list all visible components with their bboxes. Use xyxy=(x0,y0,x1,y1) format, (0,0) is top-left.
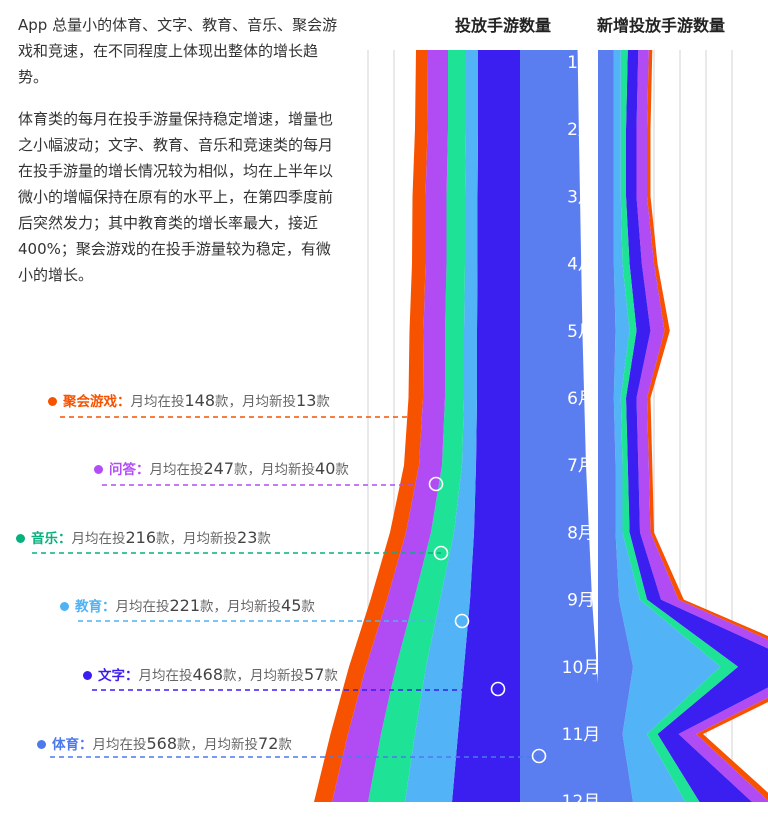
annotation-new-unit: 款 xyxy=(301,599,315,615)
month-label-11: 11月 xyxy=(562,725,601,745)
month-label-3: 3月 xyxy=(567,187,595,207)
month-label-2: 2月 xyxy=(567,120,595,140)
annotation-new-label: 月均新投 xyxy=(261,462,316,478)
annotation-active-unit: 款， xyxy=(223,668,251,684)
header-active-count: 投放手游数量 xyxy=(455,16,552,35)
month-label-5: 5月 xyxy=(567,322,595,342)
annotation-active-label: 月均在投 xyxy=(130,394,185,410)
annotation-new-unit: 款 xyxy=(324,668,338,684)
annotation-active-value: 247 xyxy=(203,459,235,478)
annotation-new-value: 57 xyxy=(304,665,325,684)
annotation-new-label: 月均新投 xyxy=(242,394,297,410)
active-area-聚会游戏 xyxy=(314,50,428,802)
new-area-体育 xyxy=(598,50,633,802)
annotation-new-label: 月均新投 xyxy=(183,531,238,547)
annotation-dot xyxy=(94,465,103,474)
month-label-1: 1月 xyxy=(567,53,595,73)
annotation-dot xyxy=(16,534,25,543)
annotation-new-unit: 款 xyxy=(257,531,271,547)
annotation-5: 体育：月均在投568款，月均新投72款 xyxy=(37,734,292,754)
annotation-0: 聚会游戏：月均在投148款，月均新投13款 xyxy=(48,391,330,411)
annotation-marker-4 xyxy=(490,681,506,697)
annotation-dot xyxy=(60,602,69,611)
active-area-教育 xyxy=(405,50,478,802)
annotation-3: 教育：月均在投221款，月均新投45款 xyxy=(60,596,315,616)
annotation-name: 音乐： xyxy=(31,531,72,547)
annotation-new-unit: 款 xyxy=(278,737,292,753)
annotation-dot xyxy=(48,397,57,406)
annotation-new-value: 40 xyxy=(315,459,336,478)
annotation-marker-5 xyxy=(531,748,547,764)
month-label-8: 8月 xyxy=(567,523,595,543)
month-label-4: 4月 xyxy=(567,255,595,275)
annotation-new-value: 72 xyxy=(258,734,279,753)
intro-paragraph-2: 体育类的每月在投手游量保持稳定增速，增量也之小幅波动；文字、教育、音乐和竞速类的… xyxy=(18,110,334,284)
annotation-4: 文字：月均在投468款，月均新投57款 xyxy=(83,665,338,685)
annotation-active-label: 月均在投 xyxy=(115,599,170,615)
new-area-教育 xyxy=(613,50,721,802)
annotation-name: 体育： xyxy=(52,737,93,753)
intro-paragraph-1: App 总量小的体育、文字、教育、音乐、聚会游戏和竞速，在不同程度上体现出整体的… xyxy=(18,16,338,86)
annotation-active-value: 468 xyxy=(192,665,224,684)
month-label-10: 10月 xyxy=(562,658,601,678)
annotation-name: 聚会游戏： xyxy=(63,394,131,410)
annotation-new-label: 月均新投 xyxy=(250,668,305,684)
annotation-2: 音乐：月均在投216款，月均新投23款 xyxy=(16,528,271,548)
annotation-name: 问答： xyxy=(109,462,150,478)
annotation-active-label: 月均在投 xyxy=(149,462,204,478)
annotation-marker-3 xyxy=(454,613,470,629)
annotation-new-value: 45 xyxy=(281,596,302,615)
annotation-marker-1 xyxy=(428,476,444,492)
annotation-active-unit: 款， xyxy=(234,462,262,478)
month-label-6: 6月 xyxy=(567,389,595,409)
annotation-new-unit: 款 xyxy=(335,462,349,478)
annotation-new-value: 23 xyxy=(237,528,258,547)
active-area-问答 xyxy=(332,50,448,802)
annotation-active-unit: 款， xyxy=(200,599,228,615)
annotation-active-label: 月均在投 xyxy=(138,668,193,684)
annotation-1: 问答：月均在投247款，月均新投40款 xyxy=(94,459,349,479)
active-area-文字 xyxy=(452,50,520,802)
annotation-active-unit: 款， xyxy=(177,737,205,753)
annotation-active-label: 月均在投 xyxy=(92,737,147,753)
annotation-new-label: 月均新投 xyxy=(204,737,259,753)
active-area-音乐 xyxy=(368,50,466,802)
annotation-name: 教育： xyxy=(75,599,116,615)
annotation-dot xyxy=(37,740,46,749)
annotation-active-label: 月均在投 xyxy=(71,531,126,547)
month-label-7: 7月 xyxy=(567,456,595,476)
annotation-new-label: 月均新投 xyxy=(227,599,282,615)
annotation-new-unit: 款 xyxy=(316,394,330,410)
annotation-dot xyxy=(83,671,92,680)
annotation-active-unit: 款， xyxy=(156,531,184,547)
annotation-active-value: 221 xyxy=(169,596,201,615)
annotation-marker-2 xyxy=(433,545,449,561)
annotation-new-value: 13 xyxy=(296,391,317,410)
annotation-active-unit: 款， xyxy=(215,394,243,410)
annotation-active-value: 148 xyxy=(184,391,216,410)
annotation-name: 文字： xyxy=(98,668,139,684)
month-label-12: 12月 xyxy=(562,792,601,812)
active-area-体育 xyxy=(520,50,607,802)
annotation-active-value: 216 xyxy=(125,528,157,547)
header-new-count: 新增投放手游数量 xyxy=(597,16,726,35)
month-label-9: 9月 xyxy=(567,591,595,611)
annotation-active-value: 568 xyxy=(146,734,178,753)
